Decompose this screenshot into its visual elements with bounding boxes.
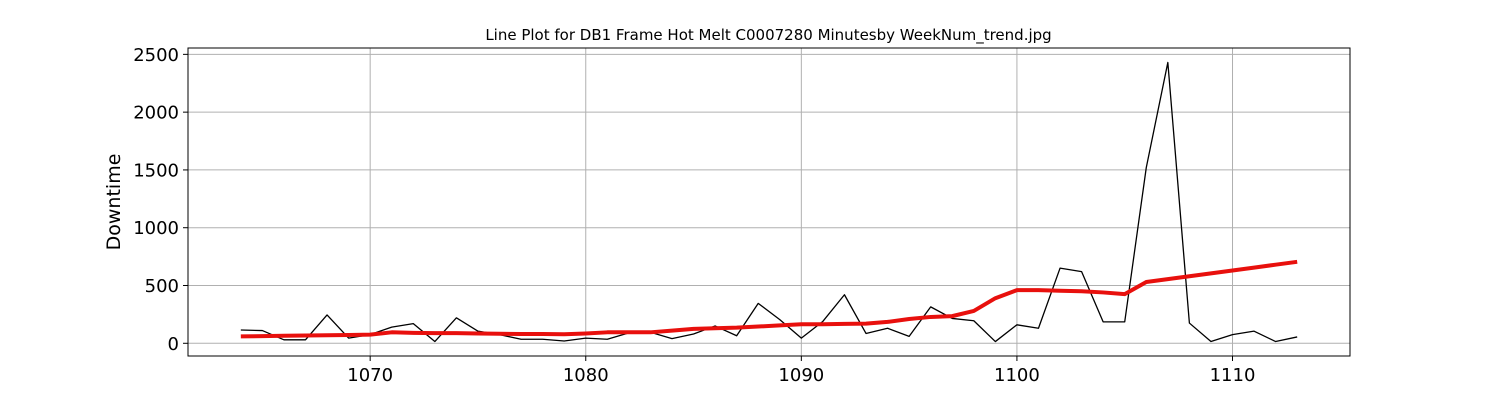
chart-title: Line Plot for DB1 Frame Hot Melt C000728… [485, 26, 1051, 45]
x-tick-label: 1100 [994, 365, 1040, 386]
y-tick-label: 500 [145, 276, 179, 297]
x-tick-label: 1090 [778, 365, 824, 386]
trend-series-line [240, 259, 1298, 339]
y-tick-label: 2000 [133, 103, 179, 124]
y-tick-label: 0 [168, 334, 179, 355]
y-axis: 0 500 1000 1500 2000 2500 [133, 45, 188, 355]
downtime-series-line [240, 61, 1298, 343]
y-tick-label: 2500 [133, 45, 179, 66]
x-tick-label: 1110 [1210, 365, 1256, 386]
x-axis: 1070 1080 1090 1100 1110 [347, 356, 1255, 386]
x-tick-label: 1070 [347, 365, 393, 386]
x-tick-label: 1080 [563, 365, 609, 386]
plot-area [240, 61, 1298, 343]
plot-frame [187, 47, 1351, 357]
y-tick-label: 1500 [133, 160, 179, 181]
y-tick-label: 1000 [133, 218, 179, 239]
grid [188, 48, 1350, 356]
y-axis-label: Downtime [103, 154, 125, 251]
